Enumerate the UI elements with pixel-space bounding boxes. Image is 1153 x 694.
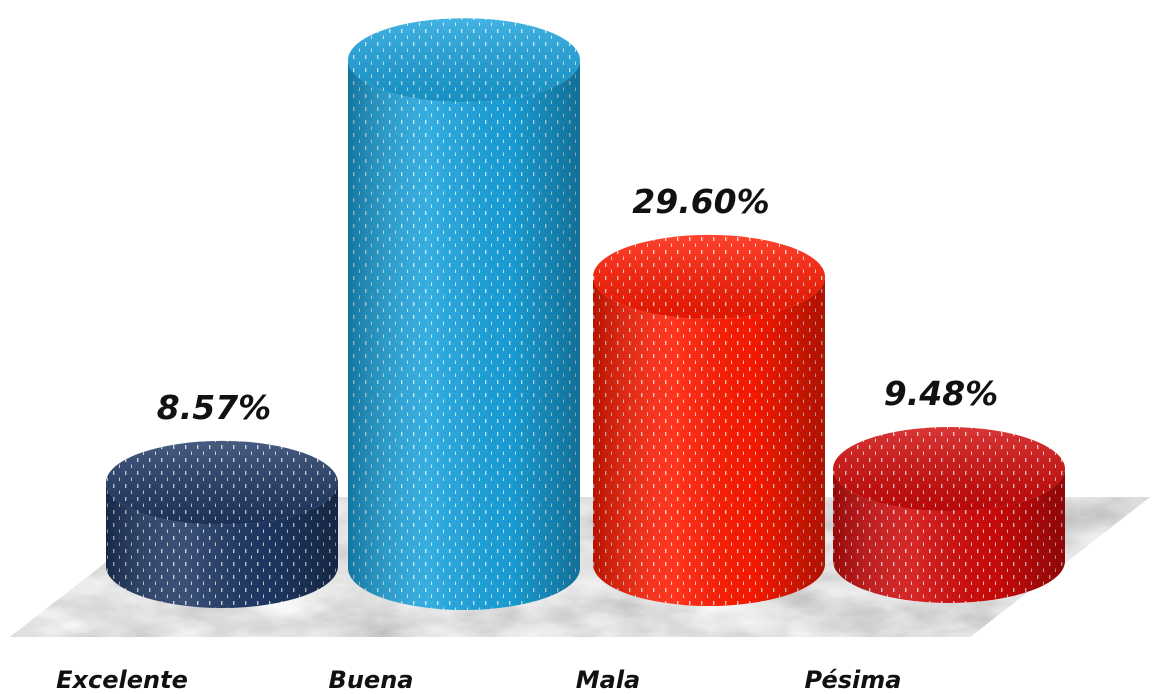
value-label-excelente: 8.57% [157,388,272,427]
category-labels: Excelente Buena Mala Pésima [56,666,901,694]
bar-pesima [833,427,1065,603]
category-label-buena: Buena [329,666,414,694]
category-label-mala: Mala [576,666,641,694]
bar-excelente [106,440,338,608]
bar-buena [348,18,580,610]
value-label-pesima: 9.48% [884,374,999,413]
value-label-buena: 52.35% [387,0,524,4]
category-label-pesima: Pésima [805,666,902,694]
value-labels: 8.57% 52.35% 29.60% 9.48% [157,0,999,427]
category-label-excelente: Excelente [56,666,188,694]
bar-mala [593,234,825,606]
value-label-mala: 29.60% [632,182,769,221]
bars [106,18,1065,610]
